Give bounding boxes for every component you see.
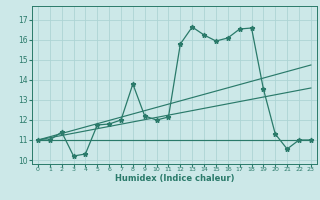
X-axis label: Humidex (Indice chaleur): Humidex (Indice chaleur) bbox=[115, 174, 234, 183]
